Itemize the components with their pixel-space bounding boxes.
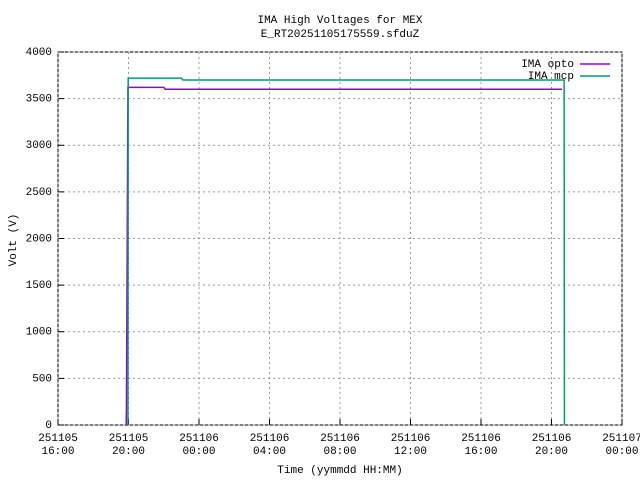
series-line xyxy=(127,77,566,426)
x-tick-label: 251106 xyxy=(461,433,501,445)
chart-subtitle: E_RT20251105175559.sfduZ xyxy=(261,29,420,41)
x-tick-label: 251107 xyxy=(602,433,640,445)
x-tick-label: 251106 xyxy=(532,433,572,445)
y-tick-label: 0 xyxy=(45,420,52,432)
x-tick-label: 251106 xyxy=(391,433,431,445)
x-tick-label: 251105 xyxy=(38,433,78,445)
y-axis-label: Volt (V) xyxy=(8,214,20,267)
x-axis-label: Time (yymmdd HH:MM) xyxy=(277,465,402,477)
y-tick-label: 4000 xyxy=(26,47,52,59)
x-tick-label: 08:00 xyxy=(323,446,356,458)
y-tick-label: 2000 xyxy=(26,233,52,245)
chart-title: IMA High Voltages for MEX xyxy=(257,15,422,27)
x-tick-label: 16:00 xyxy=(464,446,497,458)
y-tick-label: 3500 xyxy=(26,94,52,106)
y-tick-label: 1000 xyxy=(26,327,52,339)
x-tick-label: 16:00 xyxy=(41,446,74,458)
y-tick-label: 2500 xyxy=(26,187,52,199)
x-tick-label: 00:00 xyxy=(605,446,638,458)
x-tick-label: 00:00 xyxy=(182,446,215,458)
series-line xyxy=(125,86,563,426)
x-tick-label: 20:00 xyxy=(112,446,145,458)
legend-label: IMA mcp xyxy=(528,71,574,83)
x-tick-label: 251106 xyxy=(250,433,290,445)
legend-label: IMA opto xyxy=(521,59,574,71)
x-tick-label: 251106 xyxy=(179,433,219,445)
x-tick-label: 251105 xyxy=(109,433,149,445)
y-tick-label: 500 xyxy=(32,373,52,385)
x-tick-label: 12:00 xyxy=(394,446,427,458)
x-tick-label: 251106 xyxy=(320,433,360,445)
x-tick-label: 04:00 xyxy=(253,446,286,458)
y-tick-label: 1500 xyxy=(26,280,52,292)
y-tick-label: 3000 xyxy=(26,140,52,152)
x-tick-label: 20:00 xyxy=(535,446,568,458)
